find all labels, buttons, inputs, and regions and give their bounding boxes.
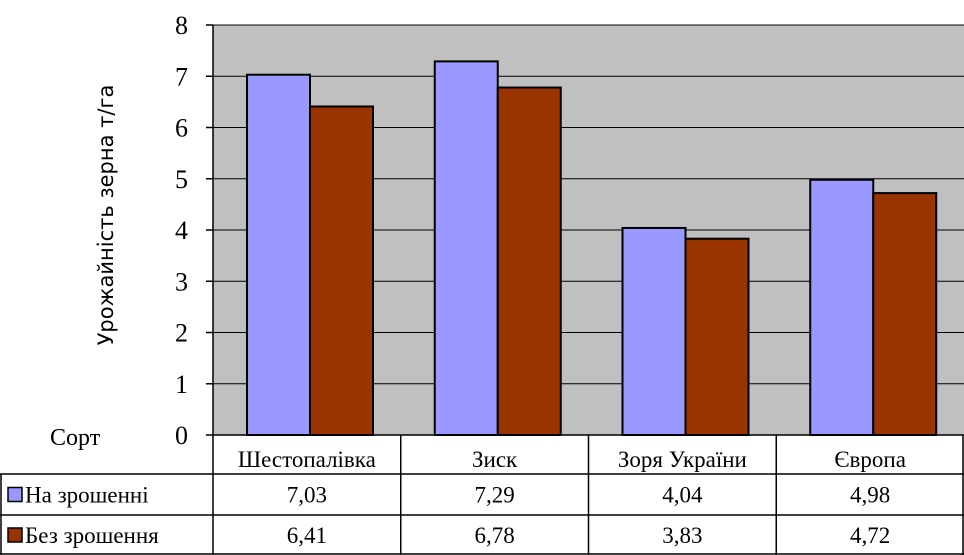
bar-irrigated xyxy=(621,226,687,436)
y-tick-label: 1 xyxy=(175,370,188,399)
data-table: Шестопалівка Зиск Зоря України Європа На зро… xyxy=(0,434,964,555)
legend-label: Без зрошення xyxy=(25,523,159,548)
data-value: 7,29 xyxy=(475,483,515,508)
bar-non-irrigated xyxy=(684,237,750,436)
category-label: Зиск xyxy=(472,447,518,472)
y-axis-label: Урожайність зерна т/га xyxy=(94,85,118,346)
y-tick-label: 3 xyxy=(175,267,188,296)
y-tick-label: 5 xyxy=(175,165,188,194)
data-value: 4,72 xyxy=(850,523,890,548)
y-tick-label: 6 xyxy=(175,114,188,143)
y-tick-label: 8 xyxy=(175,11,188,40)
bar-irrigated xyxy=(433,60,499,436)
category-label: Європа xyxy=(834,447,906,472)
data-value: 4,98 xyxy=(850,483,890,508)
bar-non-irrigated xyxy=(309,105,374,437)
bar-irrigated xyxy=(809,178,875,436)
bars xyxy=(246,60,938,437)
y-tick-label: 7 xyxy=(175,62,188,91)
y-tick-label: 2 xyxy=(175,319,188,348)
category-label: Шестопалівка xyxy=(238,447,376,472)
legend-swatch xyxy=(7,527,23,543)
y-tick-label: 4 xyxy=(175,216,188,245)
category-label: Зоря України xyxy=(618,447,747,472)
y-tick-label: 0 xyxy=(175,421,188,450)
data-value: 3,83 xyxy=(662,523,702,548)
data-value: 6,41 xyxy=(287,523,327,548)
bar-non-irrigated xyxy=(496,86,562,437)
legend-swatch xyxy=(7,486,23,503)
data-value: 6,78 xyxy=(475,523,515,548)
data-value: 4,04 xyxy=(662,483,703,508)
bar-non-irrigated xyxy=(872,192,938,436)
y-ticks: 0 1 2 3 4 5 6 7 8 xyxy=(175,11,213,450)
x-axis-label: Сорт xyxy=(50,425,101,451)
bar-irrigated xyxy=(246,73,311,437)
data-value: 7,03 xyxy=(287,483,327,508)
legend-label: На зрошенні xyxy=(25,483,149,508)
